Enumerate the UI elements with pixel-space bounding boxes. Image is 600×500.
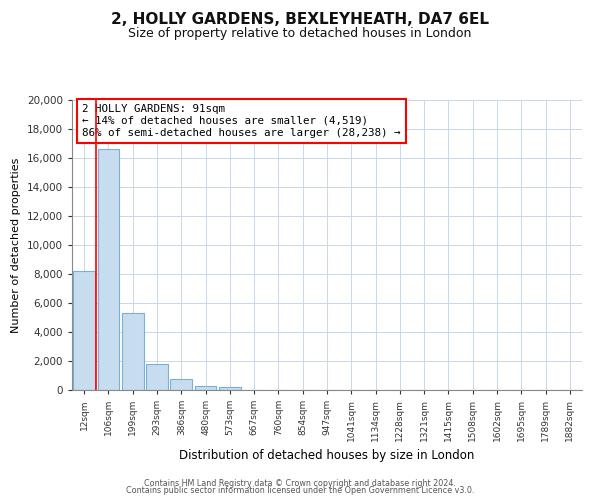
Bar: [170, 379, 192, 390]
Text: 2 HOLLY GARDENS: 91sqm
← 14% of detached houses are smaller (4,519)
86% of semi-: 2 HOLLY GARDENS: 91sqm ← 14% of detached…: [82, 104, 401, 138]
Bar: [73, 271, 95, 390]
Bar: [219, 387, 241, 390]
Bar: [97, 150, 119, 390]
Bar: [194, 386, 217, 390]
Bar: [122, 313, 143, 390]
X-axis label: Distribution of detached houses by size in London: Distribution of detached houses by size …: [179, 450, 475, 462]
Text: Size of property relative to detached houses in London: Size of property relative to detached ho…: [128, 28, 472, 40]
Y-axis label: Number of detached properties: Number of detached properties: [11, 158, 21, 332]
Text: Contains public sector information licensed under the Open Government Licence v3: Contains public sector information licen…: [126, 486, 474, 495]
Text: 2, HOLLY GARDENS, BEXLEYHEATH, DA7 6EL: 2, HOLLY GARDENS, BEXLEYHEATH, DA7 6EL: [111, 12, 489, 28]
Text: Contains HM Land Registry data © Crown copyright and database right 2024.: Contains HM Land Registry data © Crown c…: [144, 478, 456, 488]
Bar: [146, 364, 168, 390]
